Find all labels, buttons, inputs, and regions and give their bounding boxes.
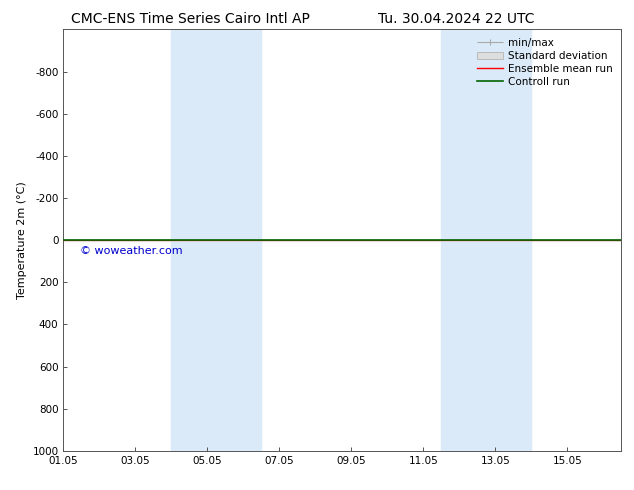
Text: Tu. 30.04.2024 22 UTC: Tu. 30.04.2024 22 UTC: [378, 12, 534, 26]
Legend: min/max, Standard deviation, Ensemble mean run, Controll run: min/max, Standard deviation, Ensemble me…: [474, 35, 616, 90]
Bar: [441, 29, 531, 451]
Bar: [63, 240, 621, 241]
Text: CMC-ENS Time Series Cairo Intl AP: CMC-ENS Time Series Cairo Intl AP: [71, 12, 309, 26]
Y-axis label: Temperature 2m (°C): Temperature 2m (°C): [17, 181, 27, 299]
Bar: [171, 29, 261, 451]
Text: © woweather.com: © woweather.com: [80, 245, 183, 256]
